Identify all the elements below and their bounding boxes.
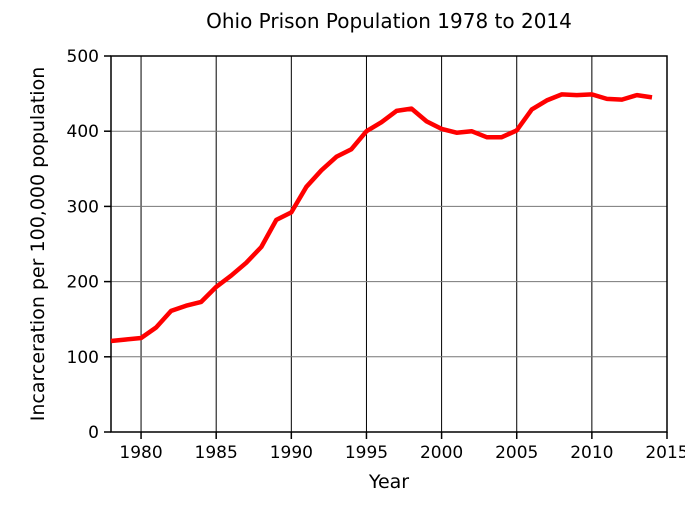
x-tick-label: 2005 <box>495 443 538 463</box>
x-tick-label: 2015 <box>645 443 685 463</box>
plot-area-frame <box>110 55 668 433</box>
grid-lines <box>111 56 667 432</box>
y-tick-label: 200 <box>67 273 99 293</box>
x-tick-label: 1980 <box>119 443 162 463</box>
x-tick-label: 2010 <box>570 443 613 463</box>
series-layer <box>110 92 653 344</box>
axis-ticks: 1980 1985 1990 1995 2000 2005 2010 2015 0 100 200 3… <box>67 47 685 463</box>
chart-title: Ohio Prison Population 1978 to 2014 <box>206 9 572 33</box>
x-tick-label: 1990 <box>270 443 313 463</box>
y-tick-label: 400 <box>67 122 99 142</box>
x-tick-label: 1995 <box>345 443 388 463</box>
y-tick-label: 500 <box>67 47 99 67</box>
x-tick-label: 1985 <box>195 443 238 463</box>
x-axis-label: Year <box>368 471 409 493</box>
x-tick-label: 2000 <box>420 443 463 463</box>
y-axis-label: Incarceration per 100,000 population <box>27 67 49 421</box>
y-tick-label: 300 <box>67 197 99 217</box>
y-tick-label: 100 <box>67 348 99 368</box>
y-tick-label: 0 <box>88 423 99 443</box>
